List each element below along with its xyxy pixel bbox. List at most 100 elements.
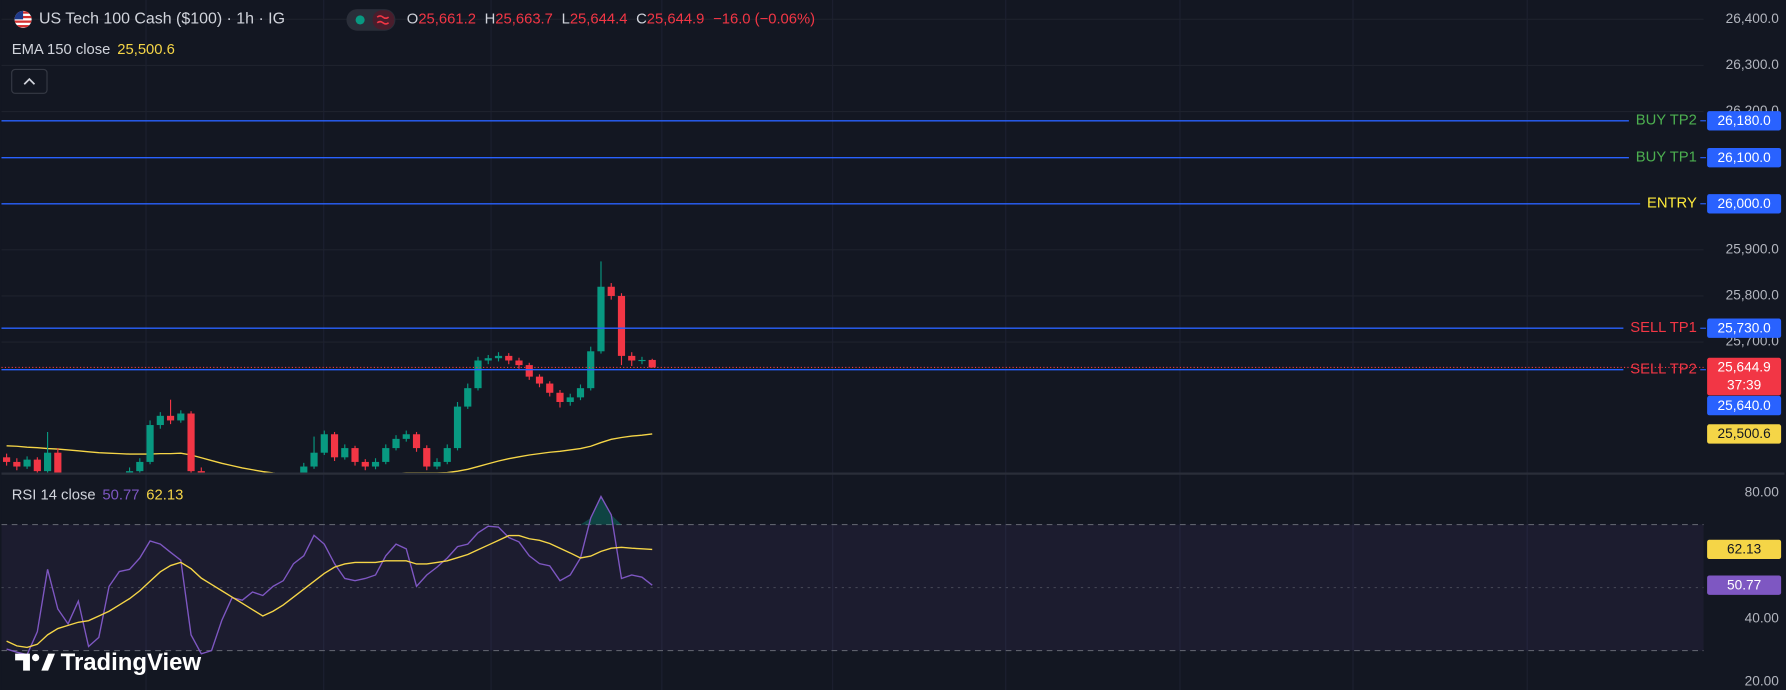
ohlc-value: 25,644.9 xyxy=(647,11,705,27)
rsi-ma-line xyxy=(6,534,653,649)
rsi-label-box xyxy=(1707,575,1782,595)
candle-body xyxy=(648,359,656,368)
rsi-line xyxy=(6,495,653,656)
candle-body xyxy=(197,471,205,473)
candle-body xyxy=(412,434,421,449)
candle-body xyxy=(361,461,369,467)
candle-body xyxy=(535,376,544,384)
ohlc-value: 25,644.4 xyxy=(570,11,628,27)
ohlc-key: O xyxy=(407,11,419,27)
candle-body xyxy=(341,448,349,458)
candle-body xyxy=(433,461,441,467)
overbought-fill xyxy=(6,496,653,525)
y-tick-label: 40.00 xyxy=(1745,611,1780,626)
candle-body xyxy=(576,388,585,398)
ohlc-value: 25,663.7 xyxy=(495,11,553,27)
level-name: BUY TP2 xyxy=(1636,113,1697,129)
candle-body xyxy=(566,397,574,402)
level-label-text: 25,640.0 xyxy=(1718,398,1772,413)
time-grid xyxy=(145,0,1528,690)
level-label-text: 26,100.0 xyxy=(1718,150,1772,165)
candle-body xyxy=(23,459,31,467)
candle-body xyxy=(125,471,134,473)
candle-body xyxy=(525,365,533,377)
candle-body xyxy=(443,448,451,462)
logo[interactable]: TradingView xyxy=(15,649,201,676)
candle-body xyxy=(187,413,195,472)
ema-legend-value: 25,500.6 xyxy=(117,42,175,58)
candle-body xyxy=(371,461,380,467)
candle-body xyxy=(402,434,410,439)
candle-body xyxy=(330,434,339,458)
y-tick-label: 26,300.0 xyxy=(1726,57,1780,72)
candle-body xyxy=(464,388,472,407)
level-label-text: 26,180.0 xyxy=(1718,113,1772,128)
ema-line xyxy=(6,433,653,473)
level-label-box xyxy=(1707,395,1782,416)
flag-icon xyxy=(14,10,32,28)
candle-body xyxy=(166,415,175,421)
rsi-legend-name: RSI 14 close xyxy=(12,487,96,503)
candle-body xyxy=(423,448,431,467)
collapse-button[interactable] xyxy=(11,68,48,94)
candle-body xyxy=(515,360,523,366)
candle-body xyxy=(320,434,328,453)
candle-body xyxy=(474,360,482,389)
y-tick-label: 80.00 xyxy=(1745,485,1780,500)
level-name: SELL TP2 xyxy=(1630,362,1697,378)
candle-body xyxy=(13,461,21,467)
rsi-ma-legend-value: 62.13 xyxy=(146,487,183,503)
plot-layer: 26,400.026,300.026,200.025,900.025,800.0… xyxy=(1,11,1782,689)
candle-body xyxy=(310,452,318,467)
current-price-text: 25,644.9 xyxy=(1718,360,1771,375)
rsi-pane xyxy=(1,495,1704,656)
rsi-ma-label-text: 62.13 xyxy=(1727,542,1761,557)
ema-legend: EMA 150 close 25,500.6 xyxy=(12,42,175,58)
ohlc-readout: O25,661.2 H25,663.7 L25,644.4 C25,644.9 … xyxy=(407,11,815,27)
candle-body xyxy=(484,358,492,361)
status-pill[interactable] xyxy=(346,9,396,31)
candle-body xyxy=(54,452,62,473)
candle-body xyxy=(33,459,41,472)
candle-body xyxy=(546,383,554,393)
candle-body xyxy=(156,415,164,426)
level-name: BUY TP1 xyxy=(1636,150,1697,166)
candle-body xyxy=(136,461,144,472)
rsi-band-fill xyxy=(1,524,1704,651)
candle-body xyxy=(146,425,154,462)
rsi-legend-value: 50.77 xyxy=(102,487,139,503)
rsi-label-text: 50.77 xyxy=(1727,577,1761,592)
level-name: ENTRY xyxy=(1647,196,1697,212)
logo-text: TradingView xyxy=(61,649,202,676)
level-label-box xyxy=(1707,318,1782,338)
change: −16.0 (−0.06%) xyxy=(713,11,815,27)
candle-body xyxy=(628,355,636,361)
candle-body xyxy=(392,438,400,449)
level-label-text: 26,000.0 xyxy=(1718,196,1772,211)
level-label-box xyxy=(1707,111,1782,131)
y-tick-label: 25,900.0 xyxy=(1726,241,1780,256)
ohlc-key: C xyxy=(636,11,647,27)
candle-body xyxy=(556,392,564,402)
rsi-ma-label-box xyxy=(1707,539,1782,560)
candle-body xyxy=(494,355,503,359)
ema-label-box xyxy=(1707,424,1782,444)
candle-body xyxy=(505,355,513,361)
ohlc-value: 25,661.2 xyxy=(418,11,476,27)
candle-body xyxy=(607,286,615,296)
candle-body xyxy=(638,359,646,362)
rsi-legend: RSI 14 close 50.77 62.13 xyxy=(12,487,184,503)
ema-label-text: 25,500.6 xyxy=(1718,426,1771,441)
candle-body xyxy=(453,406,462,449)
candle-body xyxy=(617,295,626,356)
ohlc-key: H xyxy=(485,11,496,27)
level-label-box xyxy=(1707,147,1782,168)
level-label-text: 25,730.0 xyxy=(1718,320,1772,335)
current-price-box xyxy=(1707,357,1782,396)
candle-body xyxy=(177,413,185,421)
ohlc-key: L xyxy=(562,11,570,27)
level-name: SELL TP1 xyxy=(1630,320,1697,336)
countdown-text: 37:39 xyxy=(1727,377,1761,392)
price-pane xyxy=(1,18,1704,473)
symbol-title: US Tech 100 Cash ($100) · 1h · IG xyxy=(39,11,285,28)
